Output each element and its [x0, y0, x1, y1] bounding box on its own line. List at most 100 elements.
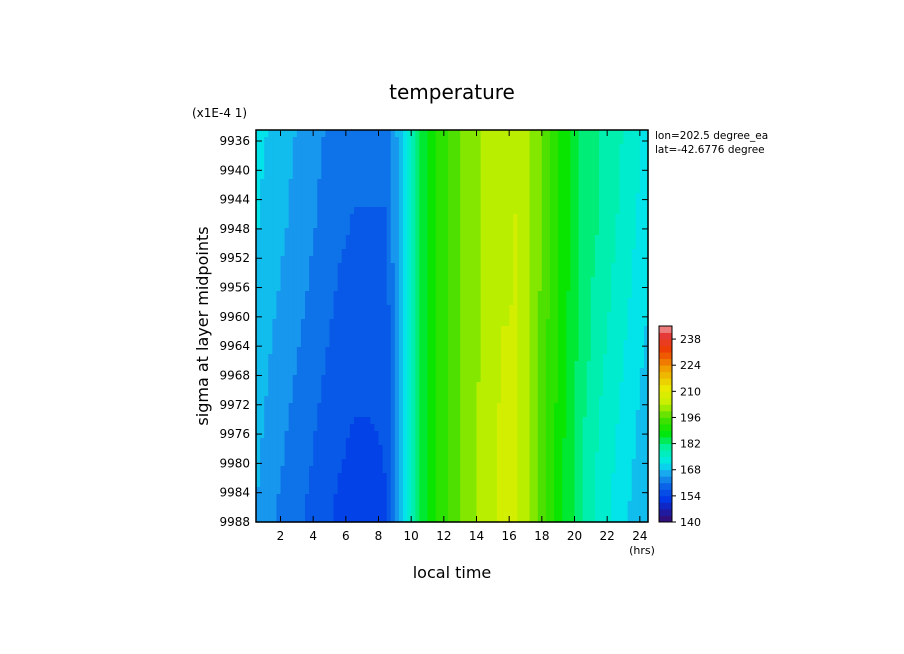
heatmap-cell — [349, 242, 355, 250]
heatmap-cell — [635, 354, 641, 362]
heatmap-cell — [525, 130, 531, 138]
heatmap-cell — [574, 249, 580, 257]
heatmap-cell — [329, 473, 335, 481]
heatmap-cell — [288, 277, 294, 285]
heatmap-cell — [374, 438, 380, 446]
heatmap-cell — [256, 305, 261, 313]
heatmap-cell — [464, 431, 469, 439]
heatmap-cell — [390, 165, 396, 173]
heatmap-cell — [566, 228, 572, 236]
heatmap-cell — [386, 256, 392, 264]
heatmap-cell — [566, 200, 572, 208]
heatmap-cell — [603, 368, 608, 376]
heatmap-cell — [505, 158, 510, 166]
heatmap-cell — [631, 179, 637, 187]
heatmap-cell — [623, 452, 629, 460]
heatmap-cell — [407, 403, 412, 411]
heatmap-cell — [501, 340, 506, 348]
heatmap-cell — [615, 438, 621, 446]
heatmap-cell — [639, 375, 645, 383]
heatmap-cell — [639, 459, 645, 467]
heatmap-cell — [611, 487, 616, 495]
heatmap-cell — [541, 228, 547, 236]
heatmap-cell — [566, 410, 572, 418]
heatmap-cell — [611, 424, 616, 432]
heatmap-cell — [333, 403, 339, 411]
heatmap-cell — [439, 200, 445, 208]
heatmap-cell — [460, 347, 465, 355]
heatmap-cell — [325, 347, 331, 355]
heatmap-cell — [435, 354, 441, 362]
heatmap-cell — [594, 445, 600, 453]
heatmap-cell — [411, 410, 416, 418]
heatmap-cell — [349, 214, 355, 222]
heatmap-cell — [492, 410, 498, 418]
heatmap-cell — [333, 298, 339, 306]
heatmap-cell — [272, 179, 278, 187]
heatmap-cell — [627, 200, 633, 208]
heatmap-cell — [439, 235, 445, 243]
heatmap-cell — [329, 228, 335, 236]
heatmap-cell — [578, 347, 584, 355]
heatmap-cell — [599, 312, 604, 320]
heatmap-cell — [607, 221, 612, 229]
heatmap-cell — [472, 298, 478, 306]
heatmap-cell — [423, 473, 429, 481]
heatmap-cell — [394, 200, 400, 208]
heatmap-cell — [358, 410, 363, 418]
heatmap-cell — [431, 214, 437, 222]
heatmap-cell — [284, 249, 290, 257]
heatmap-cell — [317, 396, 322, 404]
heatmap-cell — [300, 214, 306, 222]
heatmap-cell — [260, 221, 265, 229]
heatmap-cell — [570, 221, 576, 229]
heatmap-cell — [509, 333, 514, 341]
heatmap-cell — [480, 263, 486, 271]
heatmap-cell — [586, 284, 592, 292]
heatmap-cell — [599, 361, 604, 369]
heatmap-cell — [423, 165, 429, 173]
heatmap-cell — [586, 235, 592, 243]
heatmap-cell — [635, 151, 641, 159]
heatmap-cell — [317, 438, 322, 446]
heatmap-cell — [529, 466, 535, 474]
heatmap-cell — [505, 438, 510, 446]
heatmap-cell — [358, 354, 363, 362]
heatmap-cell — [492, 403, 498, 411]
heatmap-cell — [415, 186, 420, 194]
heatmap-cell — [370, 361, 376, 369]
heatmap-cell — [513, 326, 518, 334]
heatmap-cell — [313, 431, 318, 439]
heatmap-cell — [545, 438, 551, 446]
heatmap-cell — [370, 242, 376, 250]
heatmap-cell — [460, 445, 465, 453]
heatmap-cell — [464, 277, 469, 285]
heatmap-cell — [264, 235, 269, 243]
heatmap-cell — [480, 165, 486, 173]
heatmap-cell — [619, 368, 625, 376]
heatmap-cell — [574, 291, 580, 299]
heatmap-cell — [627, 410, 633, 418]
heatmap-cell — [586, 410, 592, 418]
heatmap-cell — [431, 354, 437, 362]
heatmap-cell — [529, 445, 535, 453]
heatmap-cell — [582, 312, 588, 320]
heatmap-cell — [566, 452, 572, 460]
heatmap-cell — [321, 221, 327, 229]
heatmap-cell — [488, 242, 494, 250]
heatmap-cell — [419, 291, 425, 299]
heatmap-cell — [354, 242, 359, 250]
heatmap-cell — [443, 186, 449, 194]
heatmap-cell — [280, 214, 286, 222]
heatmap-cell — [256, 424, 261, 432]
heatmap-cell — [570, 431, 576, 439]
heatmap-cell — [411, 361, 416, 369]
heatmap-cell — [415, 130, 420, 138]
heatmap-cell — [317, 291, 322, 299]
heatmap-cell — [460, 480, 465, 488]
heatmap-cell — [456, 375, 461, 383]
heatmap-cell — [403, 340, 408, 348]
heatmap-cell — [276, 263, 282, 271]
heatmap-cell — [354, 291, 359, 299]
heatmap-cell — [415, 347, 420, 355]
